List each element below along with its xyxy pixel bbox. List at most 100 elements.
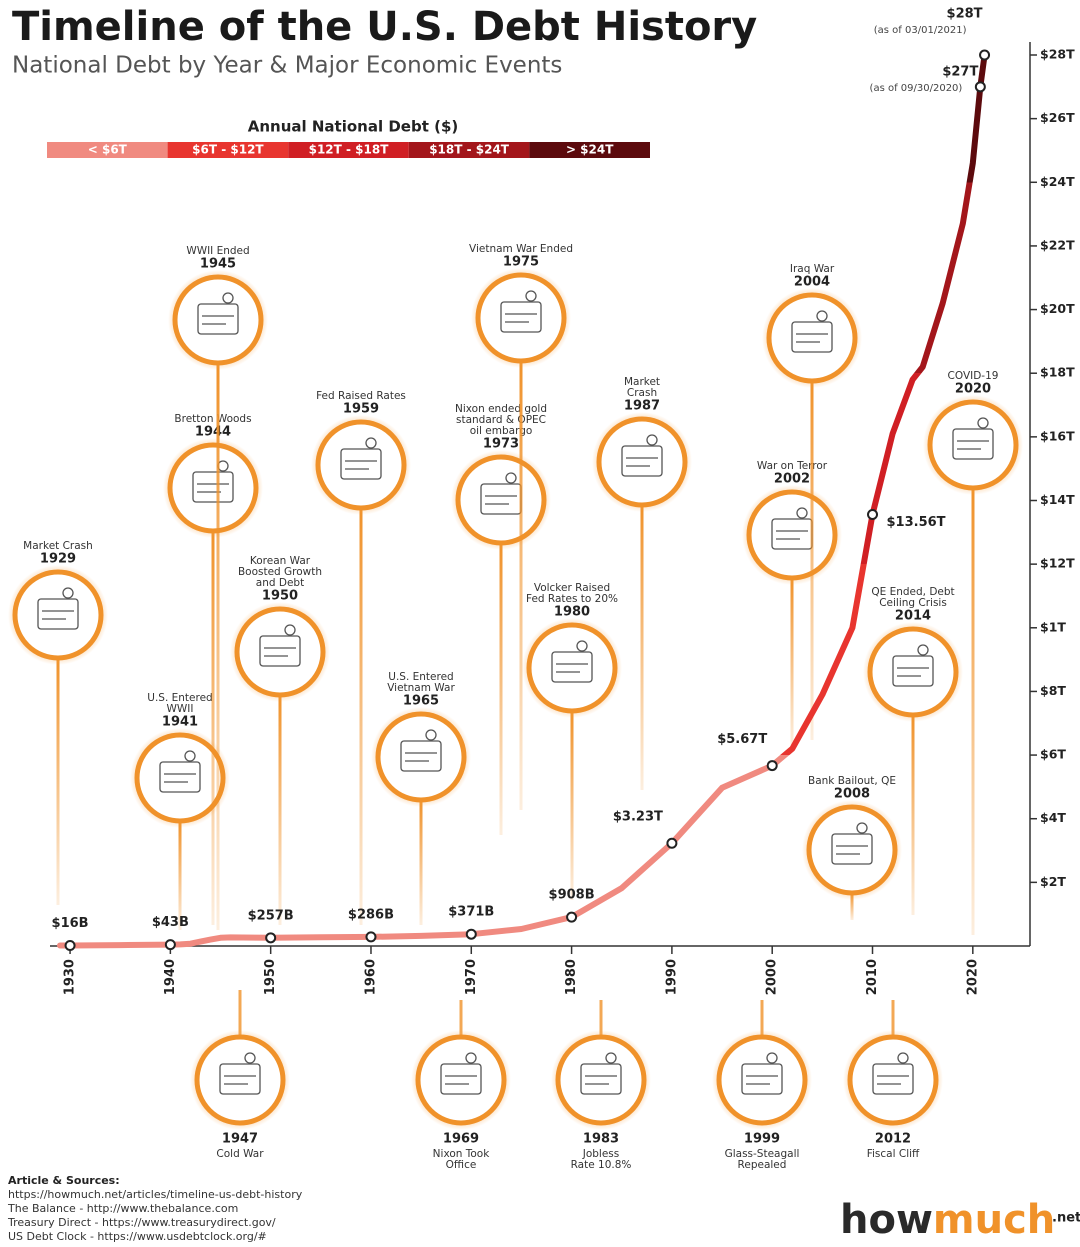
x-tick-label: 2020 [965,959,980,995]
y-tick-label: $18T [1040,365,1075,380]
event-circle [167,442,259,534]
event-stem [459,1000,463,1037]
event-year: 2012 [875,1132,911,1147]
event-text: standard & OPEC [456,414,546,426]
event-stem [911,715,915,915]
logo-suffix: .net [1052,1211,1080,1226]
legend-swatch [47,142,168,158]
data-point [265,932,277,944]
event-circle [315,419,407,511]
value-label: $13.56T [887,515,946,530]
sources-title: Article & Sources: [8,1174,120,1187]
event-text: Ceiling Crisis [879,597,947,609]
icon-shape [646,434,658,446]
event-text: Fed Raised Rates [316,390,406,402]
value-label: $16B [52,916,89,931]
legend-swatch [288,142,409,158]
event-text: U.S. Entered [388,671,453,683]
x-tick-label: 1960 [363,959,378,995]
chart-subtitle: National Debt by Year & Major Economic E… [12,53,562,79]
event-stem [278,695,282,925]
event-text: U.S. Entered [147,692,212,704]
icon-shape [580,1063,622,1095]
event-year: 2020 [955,382,991,397]
event-text: Bank Bailout, QE [808,775,896,787]
icon-shape [952,428,994,460]
event-year: 1973 [483,437,519,452]
event-year: 1969 [443,1132,479,1147]
event-stem [419,800,423,925]
event-circle [766,292,858,384]
event-text: Repealed [738,1159,787,1171]
event-year: 1929 [40,552,76,567]
event-stem [971,488,975,935]
event-text: Korean War [250,555,311,567]
chart-title: Timeline of the U.S. Debt History [12,4,757,50]
icon-shape [192,471,234,503]
event-text: Crash [627,387,657,399]
event-text: Nixon Took [433,1148,491,1160]
event-icon [791,310,833,353]
event-stem [810,381,814,740]
event-text: Vietnam War [387,682,455,694]
icon-shape [505,472,517,484]
data-point [867,509,879,521]
event-year: 1945 [200,257,236,272]
event-circle [375,711,467,803]
value-label: $43B [152,915,189,930]
icon-shape [831,833,873,865]
event-year: 1999 [744,1132,780,1147]
y-tick-label: $24T [1040,174,1075,189]
event-stem [216,363,220,930]
value-note: (as of 03/01/2021) [874,25,967,36]
event-circle [847,1034,939,1126]
value-label: $28T [947,7,983,22]
legend-swatch [167,142,289,158]
value-label: $5.67T [717,732,767,747]
y-tick-label: $20T [1040,301,1075,316]
event-text: Vietnam War Ended [469,243,573,255]
icon-shape [892,655,934,687]
value-label: $908B [549,888,595,903]
icon-shape [977,417,989,429]
x-tick-label: 1940 [163,959,178,995]
y-tick-label: $1T [1040,619,1066,634]
source-line: Treasury Direct - https://www.treasurydi… [7,1216,276,1229]
source-line: The Balance - http://www.thebalance.com [7,1202,238,1215]
icon-shape [741,1063,783,1095]
icon-shape [897,1052,909,1064]
event-stem [640,505,644,790]
x-tick-label: 2000 [765,959,780,995]
event-circle [596,416,688,508]
icon-shape [465,1052,477,1064]
y-tick-label: $4T [1040,810,1066,825]
event-year: 1983 [583,1132,619,1147]
event-icon [621,434,663,477]
icon-shape [796,507,808,519]
event-year: 1944 [195,425,231,440]
data-point [566,911,578,923]
icon-shape [766,1052,778,1064]
event-icon [551,640,593,683]
event-text: QE Ended, Debt [871,586,954,598]
icon-shape [62,587,74,599]
data-point [979,49,991,61]
icon-shape [425,729,437,741]
y-tick-label: $16T [1040,428,1075,443]
event-stem [238,990,242,1037]
event-circle [455,454,547,546]
icon-shape [621,445,663,477]
event-circle [194,1034,286,1126]
value-label: $3.23T [613,810,663,825]
icon-shape [244,1052,256,1064]
event-year: 1959 [343,402,379,417]
event-icon [872,1052,914,1095]
x-tick-label: 1980 [564,959,579,995]
icon-shape [219,1063,261,1095]
event-year: 1980 [554,605,590,620]
data-point [666,837,678,849]
data-point [974,81,986,93]
event-circle [415,1034,507,1126]
icon-shape [856,822,868,834]
event-year: 2004 [794,275,830,290]
